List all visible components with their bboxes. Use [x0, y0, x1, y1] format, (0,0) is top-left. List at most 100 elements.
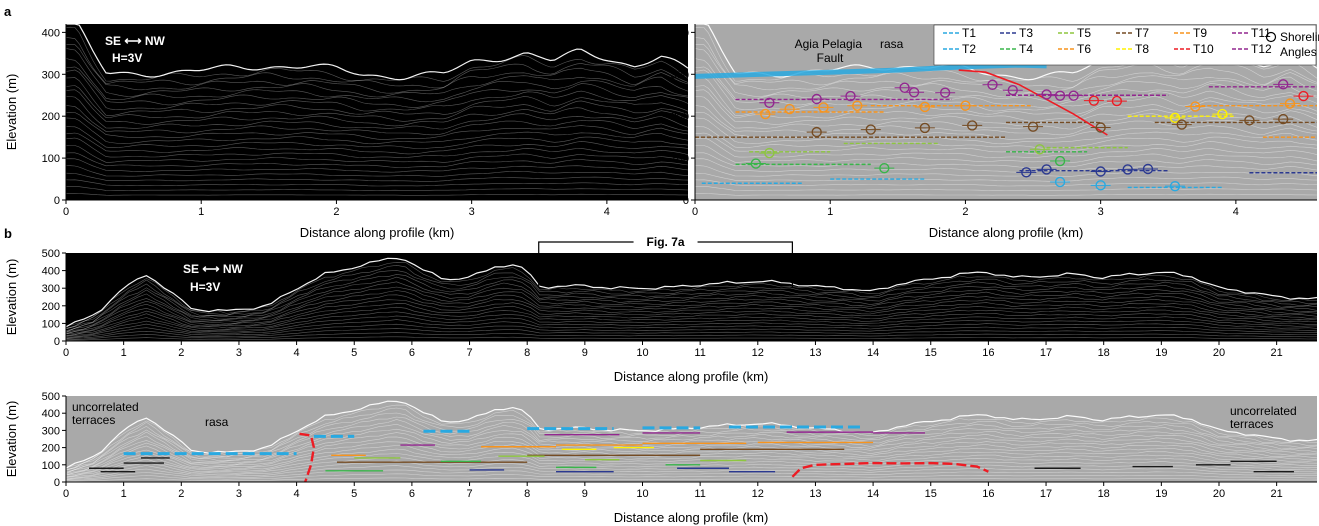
uncorrelated-right-line1: uncorrelated [1230, 404, 1297, 418]
x-axis-label: Distance along profile (km) [300, 225, 455, 240]
y-tick-label: 0 [54, 477, 60, 489]
x-tick-label: 20 [1213, 347, 1225, 359]
x-tick-label: 10 [636, 488, 648, 500]
plot-background [66, 396, 1317, 482]
inset-label: Fig. 7a [647, 235, 685, 249]
x-tick-label: 11 [694, 347, 705, 359]
y-tick-label: 0 [54, 195, 60, 207]
x-tick-label: 1 [121, 488, 127, 500]
x-tick-label: 4 [294, 347, 300, 359]
x-tick-label: 8 [524, 488, 530, 500]
x-tick-label: 2 [962, 206, 968, 218]
x-axis-label: Distance along profile (km) [614, 510, 769, 525]
x-tick-label: 18 [1098, 347, 1110, 359]
legend-label: T7 [1135, 26, 1149, 40]
x-tick-label: 3 [236, 488, 242, 500]
y-tick-label: 0 [54, 336, 60, 348]
x-tick-label: 0 [63, 206, 69, 218]
legend-label: T6 [1077, 42, 1091, 56]
y-tick-label: 100 [671, 153, 689, 165]
y-tick-label: 500 [42, 391, 60, 403]
legend-label: T5 [1077, 26, 1091, 40]
legend-label: T9 [1193, 26, 1207, 40]
x-tick-label: 12 [752, 347, 764, 359]
x-tick-label: 0 [692, 206, 698, 218]
x-tick-label: 1 [827, 206, 833, 218]
x-tick-label: 4 [294, 488, 300, 500]
x-tick-label: 2 [333, 206, 339, 218]
x-tick-label: 9 [582, 347, 588, 359]
y-tick-label: 200 [42, 111, 60, 123]
x-tick-label: 19 [1155, 347, 1167, 359]
rasa-label: rasa [205, 415, 229, 429]
y-tick-label: 200 [42, 301, 60, 313]
x-tick-label: 4 [604, 206, 610, 218]
y-tick-label: 400 [671, 27, 689, 39]
x-tick-label: 18 [1098, 488, 1110, 500]
y-tick-label: 100 [42, 318, 60, 330]
legend-label: T2 [962, 42, 976, 56]
x-tick-label: 6 [409, 488, 415, 500]
x-tick-label: 8 [524, 347, 530, 359]
x-tick-label: 20 [1213, 488, 1225, 500]
rasa-label: rasa [880, 37, 904, 51]
legend: T1T2T3T4T5T6T7T8T9T10T11T12ShorelineAngl… [934, 25, 1319, 65]
x-tick-label: 3 [236, 347, 242, 359]
x-tick-label: 0 [63, 347, 69, 359]
x-tick-label: 4 [1233, 206, 1239, 218]
exaggeration-label: H=3V [112, 51, 142, 65]
x-tick-label: 7 [466, 488, 472, 500]
x-tick-label: 17 [1040, 347, 1052, 359]
legend-label: T10 [1193, 42, 1214, 56]
y-tick-label: 400 [42, 408, 60, 420]
panel-letter-b: b [4, 226, 12, 241]
panel-a-left: 0 1 2 3 4 0 100 200 300 400 Distance along profil… [4, 24, 688, 240]
x-tick-label: 3 [469, 206, 475, 218]
x-tick-label: 19 [1155, 488, 1167, 500]
exaggeration-label: H=3V [190, 280, 220, 294]
panel-a-right: 0 1 2 3 40100200300400 Distance along profil… [671, 24, 1319, 240]
x-tick-label: 16 [982, 488, 994, 500]
y-axis-label: Elevation (m) [4, 259, 19, 336]
x-tick-label: 2 [178, 488, 184, 500]
legend-label: T3 [1019, 26, 1033, 40]
x-tick-label: 13 [809, 347, 821, 359]
x-tick-label: 5 [351, 347, 357, 359]
y-tick-label: 100 [42, 460, 60, 472]
x-tick-label: 3 [1098, 206, 1104, 218]
uncorrelated-left-line1: uncorrelated [72, 400, 139, 414]
fault-label-line1: Agia Pelagia [795, 37, 863, 51]
x-tick-label: 2 [178, 347, 184, 359]
y-tick-label: 300 [42, 425, 60, 437]
x-tick-label: 15 [925, 347, 937, 359]
uncorrelated-left-line2: terraces [72, 413, 115, 427]
x-tick-label: 14 [867, 488, 879, 500]
panel-b-top: 0 1 2 3 4 5 6 7 8 9 10 11 12 13 14 15 16 17 18 19 20 21010020… [4, 233, 1317, 384]
panel-b-bottom: 0 1 2 3 4 5 6 7 8 9 10 11 12 13 14 15 16 17 18 19 20 21010020… [4, 391, 1317, 525]
y-axis-label: Elevation (m) [4, 74, 19, 151]
y-axis-label: Elevation (m) [4, 401, 19, 478]
x-tick-label: 21 [1271, 488, 1283, 500]
x-tick-label: 6 [409, 347, 415, 359]
x-tick-label: 12 [752, 488, 764, 500]
legend-label: T4 [1019, 42, 1033, 56]
x-tick-label: 11 [694, 488, 705, 500]
y-tick-label: 300 [671, 69, 689, 81]
legend-marker-label: Shoreline [1280, 30, 1319, 44]
fault-label-line2: Fault [817, 51, 844, 65]
y-tick-label: 200 [671, 111, 689, 123]
y-tick-label: 500 [42, 248, 60, 260]
direction-label: SE ⟷ NW [105, 34, 166, 48]
y-tick-label: 400 [42, 266, 60, 278]
x-tick-label: 1 [198, 206, 204, 218]
x-tick-label: 21 [1271, 347, 1283, 359]
uncorrelated-right-line2: terraces [1230, 417, 1273, 431]
x-tick-label: 5 [351, 488, 357, 500]
legend-label: T12 [1251, 42, 1272, 56]
x-tick-label: 17 [1040, 488, 1052, 500]
panel-letter-a: a [4, 4, 12, 19]
x-tick-label: 15 [925, 488, 937, 500]
x-tick-label: 16 [982, 347, 994, 359]
x-tick-label: 7 [466, 347, 472, 359]
